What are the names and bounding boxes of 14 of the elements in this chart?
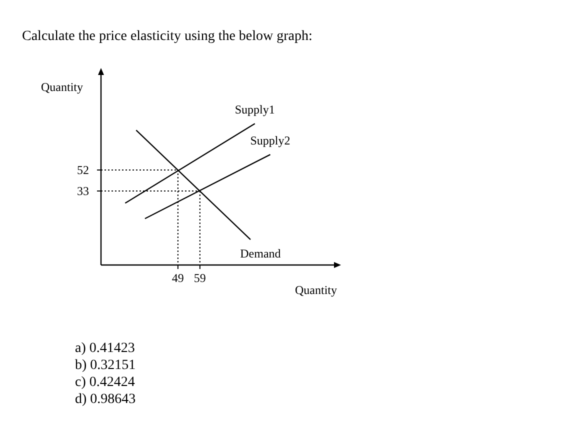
x-tick-label: 59: [194, 271, 206, 285]
y-axis-title: Quantity: [41, 80, 83, 94]
series-label: Demand: [240, 246, 281, 261]
y-tick-label: 52: [77, 163, 89, 177]
x-axis-title: Quantity: [295, 283, 337, 297]
text: b) 0.32151: [75, 358, 136, 373]
series-label: Supply2: [250, 134, 290, 148]
text: c) 0.42424: [75, 375, 135, 390]
chart-title: Calculate the price elasticity using the below graph:: [22, 29, 312, 44]
series-label: Supply1: [234, 102, 275, 117]
y-tick-label: 33: [77, 184, 89, 198]
text: a) 0.41423: [75, 341, 135, 356]
text: d) 0.98643: [75, 392, 136, 407]
x-tick-label: 49: [172, 271, 184, 285]
